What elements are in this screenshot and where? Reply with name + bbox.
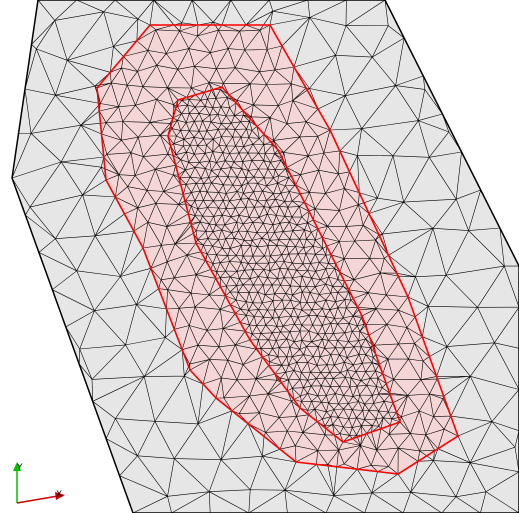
triad-y-label: Y (16, 463, 23, 473)
inner-refinement-outline (167, 86, 402, 443)
axis-triad: Y X (13, 462, 65, 504)
refinement-outlines (96, 24, 459, 475)
triad-x-label: X (56, 490, 62, 500)
triad-x-arrowhead (55, 492, 65, 500)
triangle-mesh (11, 0, 519, 513)
triad-x-axis (16, 495, 59, 504)
mesh-edges (11, 0, 519, 513)
triad-y-arrowhead (13, 462, 21, 471)
outer-refinement-outline (96, 24, 459, 475)
domain-boundary (11, 0, 519, 513)
